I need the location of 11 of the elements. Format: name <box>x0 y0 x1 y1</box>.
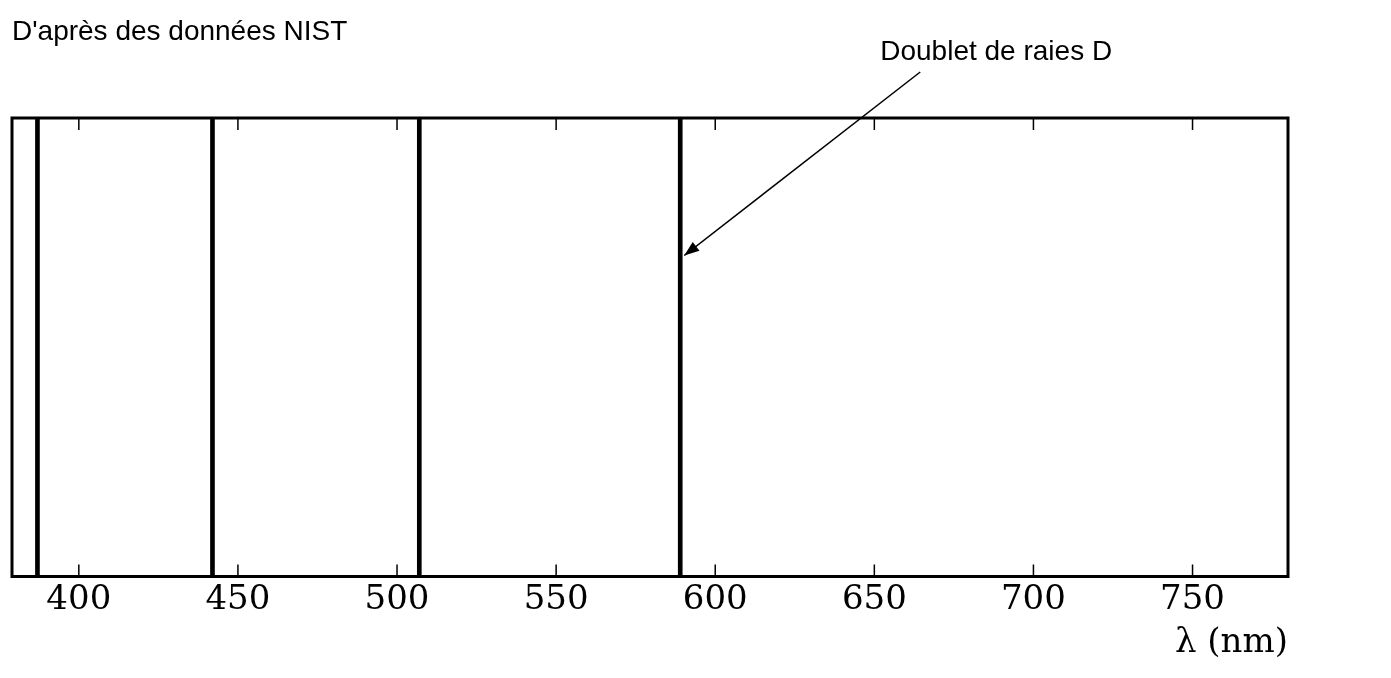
x-tick-label: 650 <box>841 576 907 617</box>
x-axis-title: λ (nm) <box>1174 620 1288 661</box>
x-tick-label: 700 <box>1000 576 1066 617</box>
annotation: Doublet de raies D <box>880 34 1113 66</box>
x-tick-label: 750 <box>1160 576 1225 617</box>
x-tick-label: 450 <box>205 576 271 617</box>
x-tick-label: 400 <box>46 576 112 617</box>
x-tick-label: 550 <box>523 576 589 617</box>
x-tick-label: 600 <box>682 576 748 617</box>
text: D'après des données NIST <box>12 14 348 46</box>
x-tick-label: 500 <box>364 576 430 617</box>
